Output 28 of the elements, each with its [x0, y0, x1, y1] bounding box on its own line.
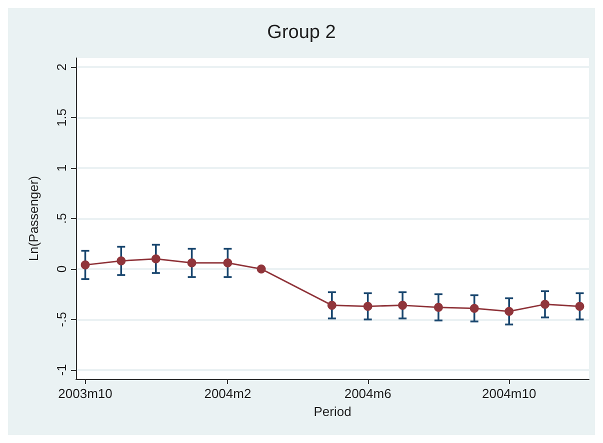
point [223, 258, 232, 268]
y-tick-label: 2 [54, 63, 69, 71]
point [151, 254, 160, 264]
y-tick-label: -1 [54, 364, 69, 376]
point [256, 264, 266, 274]
point [470, 304, 479, 313]
point [187, 258, 196, 268]
x-tick-label: 2004m10 [482, 386, 536, 401]
point [80, 260, 90, 270]
x-tick-label: 2004m2 [204, 386, 252, 401]
y-tick-label: -.5 [54, 312, 69, 328]
point [540, 300, 550, 309]
point [363, 302, 372, 311]
x-axis-title: Period [314, 404, 352, 419]
y-axis-title: Ln(Passenger) [26, 176, 41, 262]
point [116, 256, 126, 266]
point [504, 306, 514, 316]
y-tick-label: 1.5 [54, 108, 69, 127]
x-tick-label: 2003m10 [58, 386, 112, 401]
y-tick-label: 1 [54, 164, 69, 172]
chart-title: Group 2 [267, 22, 336, 43]
point [575, 302, 584, 311]
x-tick-label: 2004m6 [344, 386, 392, 401]
point [434, 302, 443, 312]
point [398, 300, 408, 310]
y-tick-label: 0 [54, 265, 69, 273]
point [327, 300, 336, 310]
y-tick-label: .5 [54, 213, 69, 224]
